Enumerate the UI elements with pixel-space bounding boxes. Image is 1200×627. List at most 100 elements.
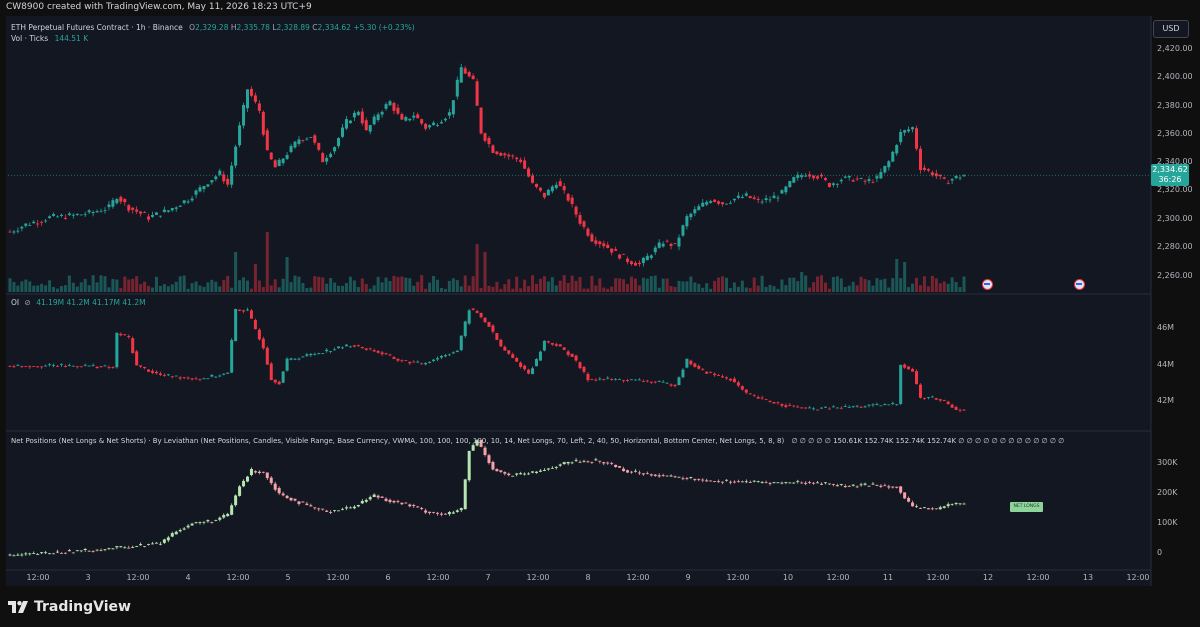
candle-body bbox=[143, 366, 147, 369]
volume-bar bbox=[202, 286, 206, 292]
us-flag-event-icon[interactable] bbox=[1074, 279, 1085, 290]
candle-body bbox=[847, 407, 851, 408]
candle-body bbox=[922, 398, 926, 399]
candle-body bbox=[75, 550, 79, 552]
currency-selector[interactable]: USD bbox=[1153, 20, 1189, 38]
candle-body bbox=[788, 404, 792, 406]
candle-body bbox=[127, 205, 131, 211]
volume-bar bbox=[257, 280, 261, 292]
candle-body bbox=[182, 200, 186, 204]
candle-body bbox=[606, 377, 610, 379]
chart-frame[interactable] bbox=[6, 16, 1151, 586]
candle-body bbox=[831, 183, 835, 185]
candle-body bbox=[230, 340, 234, 373]
volume-bar bbox=[131, 278, 135, 292]
candle-body bbox=[372, 116, 376, 125]
candle-body bbox=[570, 353, 574, 357]
candle-body bbox=[942, 177, 946, 179]
candle-body bbox=[99, 550, 103, 551]
candle-body bbox=[170, 376, 174, 378]
candle-body bbox=[843, 486, 847, 488]
candle-body bbox=[721, 376, 725, 378]
volume-bar bbox=[432, 276, 436, 292]
candle-body bbox=[669, 475, 673, 477]
candle-body bbox=[689, 213, 693, 218]
candle-body bbox=[867, 485, 871, 487]
candle-body bbox=[863, 406, 867, 408]
volume-bar bbox=[372, 285, 376, 292]
candle-body bbox=[325, 157, 329, 162]
candle-body bbox=[447, 512, 451, 515]
volume-bar bbox=[934, 278, 938, 292]
candle-body bbox=[499, 153, 503, 156]
candle-body bbox=[447, 354, 451, 356]
volume-bar bbox=[942, 281, 946, 292]
candle-body bbox=[800, 175, 804, 178]
candle-body bbox=[527, 473, 531, 475]
candle-body bbox=[289, 497, 293, 501]
candle-body bbox=[123, 547, 127, 549]
candle-body bbox=[71, 365, 75, 367]
candle-body bbox=[827, 408, 831, 410]
volume-bar bbox=[166, 286, 170, 292]
candle-body bbox=[32, 366, 36, 367]
candle-body bbox=[812, 175, 816, 179]
candle-body bbox=[135, 546, 139, 548]
candle-body bbox=[550, 186, 554, 192]
candle-body bbox=[119, 196, 123, 202]
candle-body bbox=[479, 440, 483, 447]
volume-bar bbox=[887, 287, 891, 292]
candle-body bbox=[131, 547, 135, 548]
candle-body bbox=[20, 226, 24, 229]
candle-body bbox=[839, 484, 843, 485]
us-flag-event-icon[interactable] bbox=[982, 279, 993, 290]
volume-bar bbox=[511, 288, 515, 292]
candle-body bbox=[214, 176, 218, 180]
candle-body bbox=[875, 485, 879, 486]
candle-body bbox=[321, 153, 325, 163]
candle-body bbox=[942, 506, 946, 508]
volume-bar bbox=[768, 284, 772, 292]
volume-bar bbox=[911, 283, 915, 292]
candle-body bbox=[467, 72, 471, 77]
candle-body bbox=[843, 176, 847, 178]
volume-bar bbox=[451, 278, 455, 292]
candle-body bbox=[594, 379, 598, 381]
settings-icon[interactable]: ⊘ bbox=[24, 298, 31, 307]
oi-values: 41.19M 41.2M 41.17M 41.2M bbox=[36, 298, 146, 307]
candle-body bbox=[705, 371, 709, 374]
candle-body bbox=[934, 508, 938, 510]
tradingview-logo[interactable]: TradingView bbox=[8, 597, 131, 617]
candle-body bbox=[467, 310, 471, 324]
candle-body bbox=[186, 201, 190, 203]
candle-body bbox=[883, 165, 887, 173]
volume-bar bbox=[103, 276, 107, 292]
candle-body bbox=[325, 510, 329, 512]
volume-bar bbox=[143, 281, 147, 292]
volume-bar bbox=[135, 276, 139, 292]
candle-body bbox=[887, 404, 891, 406]
candle-body bbox=[186, 377, 190, 379]
candle-body bbox=[756, 198, 760, 200]
candle-body bbox=[740, 386, 744, 390]
candle-body bbox=[503, 472, 507, 474]
candle-body bbox=[752, 197, 756, 199]
candle-body bbox=[487, 322, 491, 327]
candle-body bbox=[637, 472, 641, 474]
x-tick-label: 6 bbox=[385, 573, 390, 582]
candle-body bbox=[598, 378, 602, 380]
y-tick-label: 2,420.00 bbox=[1157, 44, 1193, 53]
candle-body bbox=[946, 183, 950, 185]
candle-body bbox=[554, 184, 558, 189]
candle-body bbox=[329, 512, 333, 513]
candle-body bbox=[439, 122, 443, 124]
volume-bar bbox=[467, 285, 471, 292]
candle-body bbox=[918, 148, 922, 171]
volume-bar bbox=[820, 275, 824, 292]
candle-body bbox=[36, 366, 40, 368]
candle-body bbox=[724, 203, 729, 205]
candle-body bbox=[808, 407, 812, 409]
candle-body bbox=[721, 481, 725, 483]
candle-body bbox=[507, 473, 511, 476]
